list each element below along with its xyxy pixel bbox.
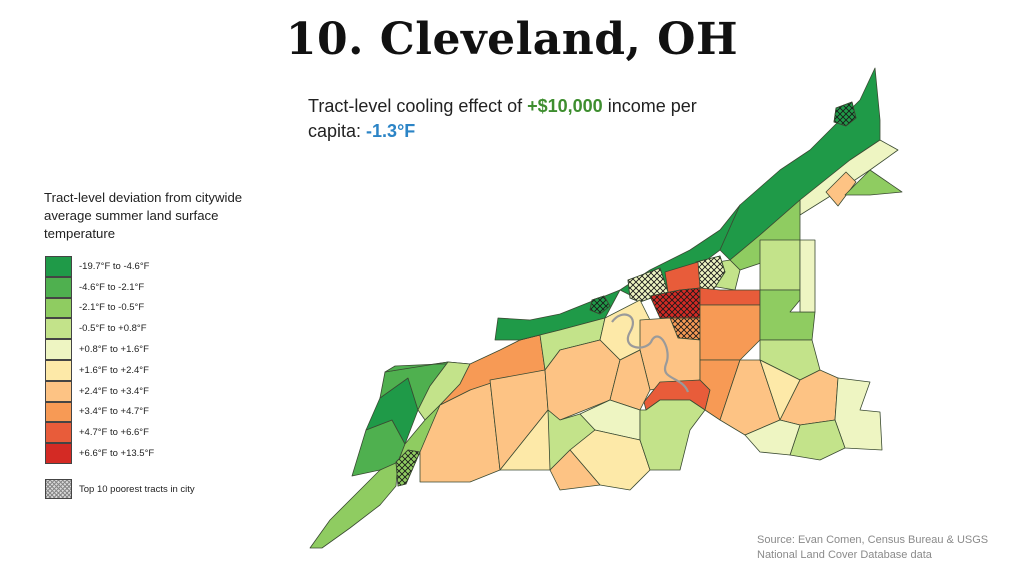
subtitle-middle: income per capita: [308, 96, 697, 141]
legend-item: +1.6°F to +2.4°F [45, 359, 154, 381]
color-swatch [45, 422, 72, 444]
poorest-tract-hatch [589, 295, 611, 315]
legend-item: +0.8°F to +1.6°F [45, 339, 154, 360]
legend-item: +4.7°F to +6.6°F [45, 422, 154, 444]
page-title: 10. Cleveland, OH [285, 14, 739, 65]
poorest-tract-hatch [395, 449, 421, 487]
color-swatch [45, 401, 72, 423]
tract-region [639, 399, 706, 471]
legend-label: -19.7°F to -4.6°F [79, 260, 150, 272]
legend-label: +3.4°F to +4.7°F [79, 406, 149, 418]
color-swatch [45, 380, 72, 402]
legend-title: Tract-level deviation from citywide aver… [44, 190, 243, 241]
poorest-tract-hatch [833, 101, 857, 127]
source-line-1: Source: Evan Comen, Census Bureau & USGS [757, 534, 989, 546]
source-note: Source: Evan Comen, Census Bureau & USGS… [757, 533, 988, 563]
tract-region [699, 287, 761, 306]
tract-region [844, 169, 903, 196]
color-swatch [45, 276, 72, 298]
color-swatch [45, 339, 72, 360]
legend-label: +6.6°F to +13.5°F [79, 448, 155, 460]
source-line-2: National Land Cover Database data [757, 549, 932, 561]
temp-effect-value: -1.3°F [366, 121, 416, 141]
tract-region [549, 449, 601, 491]
legend-item-poorest-tracts: Top 10 poorest tracts in city [45, 479, 195, 499]
color-swatch [45, 318, 72, 340]
legend-label: +2.4°F to +3.4°F [79, 385, 149, 397]
tract-region [834, 377, 883, 451]
legend-label: +0.8°F to +1.6°F [79, 344, 149, 356]
legend-label: -2.1°F to -0.5°F [79, 302, 145, 314]
tract-region [699, 304, 761, 361]
income-value: +$10,000 [527, 96, 603, 116]
legend-label: -4.6°F to -2.1°F [79, 281, 145, 293]
legend-item: -0.5°F to +0.8°F [45, 318, 154, 340]
cuyahoga-river [611, 313, 690, 393]
temperature-legend: -19.7°F to -4.6°F -4.6°F to -2.1°F -2.1°F … [45, 256, 154, 464]
legend-item: -19.7°F to -4.6°F [45, 256, 154, 277]
crosshatch-swatch [45, 479, 72, 499]
legend-label: +1.6°F to +2.4°F [79, 364, 149, 376]
legend-item: +2.4°F to +3.4°F [45, 380, 154, 402]
tract-region [544, 339, 621, 421]
legend-item: +3.4°F to +4.7°F [45, 401, 154, 423]
subtitle-prefix: Tract-level cooling effect of [308, 96, 528, 116]
tract-region [759, 239, 801, 291]
legend-item: -4.6°F to -2.1°F [45, 276, 154, 298]
tract-region [799, 239, 816, 313]
color-swatch [45, 359, 72, 381]
legend-label: Top 10 poorest tracts in city [79, 483, 195, 495]
color-swatch [45, 256, 72, 277]
color-swatch [45, 297, 72, 319]
legend-item: -2.1°F to -0.5°F [45, 297, 154, 319]
tract-region [825, 171, 857, 207]
color-swatch [45, 443, 72, 464]
legend-label: +4.7°F to +6.6°F [79, 427, 149, 439]
legend-label: -0.5°F to +0.8°F [79, 323, 147, 335]
legend-item: +6.6°F to +13.5°F [45, 443, 154, 464]
cooling-effect-subtitle: Tract-level cooling effect of +$10,000 i… [308, 94, 728, 144]
tract-region [744, 419, 801, 456]
